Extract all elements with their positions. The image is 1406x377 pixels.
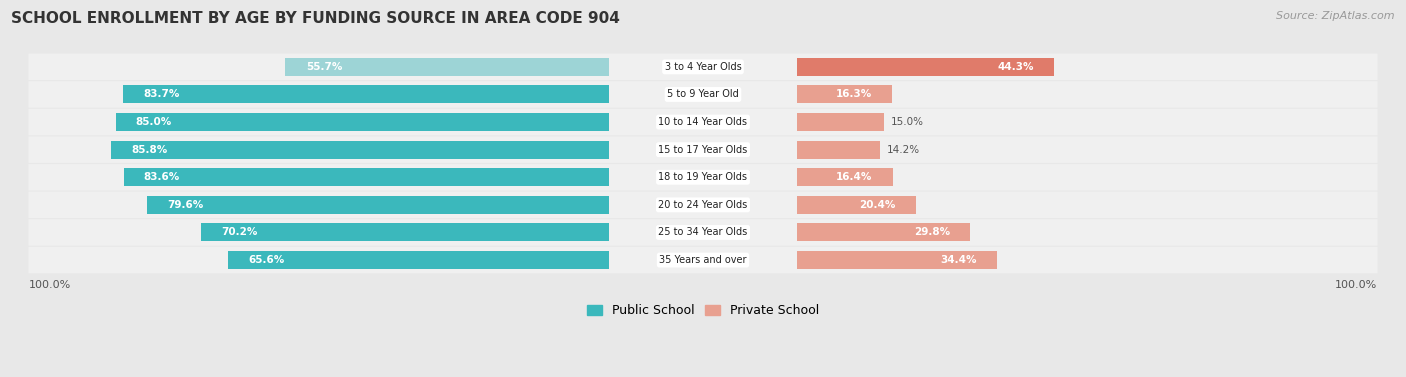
Text: 3 to 4 Year Olds: 3 to 4 Year Olds bbox=[665, 62, 741, 72]
Text: 14.2%: 14.2% bbox=[887, 145, 920, 155]
Text: 100.0%: 100.0% bbox=[28, 280, 70, 290]
Bar bbox=[797, 113, 884, 131]
Bar bbox=[797, 196, 915, 214]
FancyBboxPatch shape bbox=[28, 219, 1378, 246]
Text: 20 to 24 Year Olds: 20 to 24 Year Olds bbox=[658, 200, 748, 210]
Bar bbox=[115, 113, 609, 131]
Text: 70.2%: 70.2% bbox=[222, 227, 257, 238]
Bar bbox=[146, 196, 609, 214]
Text: 10 to 14 Year Olds: 10 to 14 Year Olds bbox=[658, 117, 748, 127]
Bar bbox=[797, 224, 970, 241]
FancyBboxPatch shape bbox=[28, 136, 1378, 163]
Bar bbox=[124, 86, 609, 103]
Text: 15.0%: 15.0% bbox=[891, 117, 924, 127]
Text: 16.4%: 16.4% bbox=[837, 172, 872, 182]
Text: 29.8%: 29.8% bbox=[914, 227, 950, 238]
Text: 85.8%: 85.8% bbox=[131, 145, 167, 155]
FancyBboxPatch shape bbox=[28, 109, 1378, 135]
FancyBboxPatch shape bbox=[28, 192, 1378, 218]
Bar bbox=[124, 168, 609, 186]
FancyBboxPatch shape bbox=[28, 81, 1378, 108]
Bar bbox=[797, 141, 880, 159]
Text: 34.4%: 34.4% bbox=[941, 255, 977, 265]
FancyBboxPatch shape bbox=[28, 54, 1378, 80]
Text: 5 to 9 Year Old: 5 to 9 Year Old bbox=[666, 89, 740, 100]
Bar bbox=[797, 86, 891, 103]
Text: 20.4%: 20.4% bbox=[859, 200, 896, 210]
Text: SCHOOL ENROLLMENT BY AGE BY FUNDING SOURCE IN AREA CODE 904: SCHOOL ENROLLMENT BY AGE BY FUNDING SOUR… bbox=[11, 11, 620, 26]
Text: Source: ZipAtlas.com: Source: ZipAtlas.com bbox=[1277, 11, 1395, 21]
Text: 83.6%: 83.6% bbox=[143, 172, 180, 182]
Text: 55.7%: 55.7% bbox=[305, 62, 342, 72]
Bar bbox=[797, 58, 1054, 76]
Text: 79.6%: 79.6% bbox=[167, 200, 204, 210]
Bar bbox=[797, 251, 997, 269]
Text: 65.6%: 65.6% bbox=[249, 255, 284, 265]
Bar bbox=[797, 168, 893, 186]
Text: 44.3%: 44.3% bbox=[998, 62, 1035, 72]
Text: 100.0%: 100.0% bbox=[1336, 280, 1378, 290]
Text: 25 to 34 Year Olds: 25 to 34 Year Olds bbox=[658, 227, 748, 238]
Text: 83.7%: 83.7% bbox=[143, 89, 180, 100]
Bar bbox=[201, 224, 609, 241]
Text: 16.3%: 16.3% bbox=[835, 89, 872, 100]
Text: 15 to 17 Year Olds: 15 to 17 Year Olds bbox=[658, 145, 748, 155]
Text: 35 Years and over: 35 Years and over bbox=[659, 255, 747, 265]
Bar bbox=[285, 58, 609, 76]
Bar bbox=[228, 251, 609, 269]
FancyBboxPatch shape bbox=[28, 164, 1378, 190]
Text: 18 to 19 Year Olds: 18 to 19 Year Olds bbox=[658, 172, 748, 182]
Bar bbox=[111, 141, 609, 159]
FancyBboxPatch shape bbox=[28, 247, 1378, 273]
Text: 85.0%: 85.0% bbox=[136, 117, 172, 127]
Legend: Public School, Private School: Public School, Private School bbox=[582, 299, 824, 322]
